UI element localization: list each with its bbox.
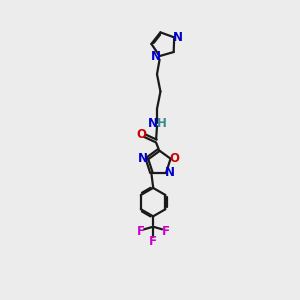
Text: N: N — [148, 117, 158, 130]
Text: O: O — [136, 128, 146, 140]
Text: N: N — [138, 152, 148, 165]
Text: N: N — [165, 166, 175, 179]
Text: F: F — [137, 224, 145, 238]
Text: F: F — [162, 224, 170, 238]
Text: H: H — [157, 117, 167, 130]
Text: F: F — [149, 235, 157, 248]
Text: N: N — [151, 50, 161, 63]
Text: O: O — [169, 152, 180, 165]
Text: N: N — [173, 31, 183, 44]
